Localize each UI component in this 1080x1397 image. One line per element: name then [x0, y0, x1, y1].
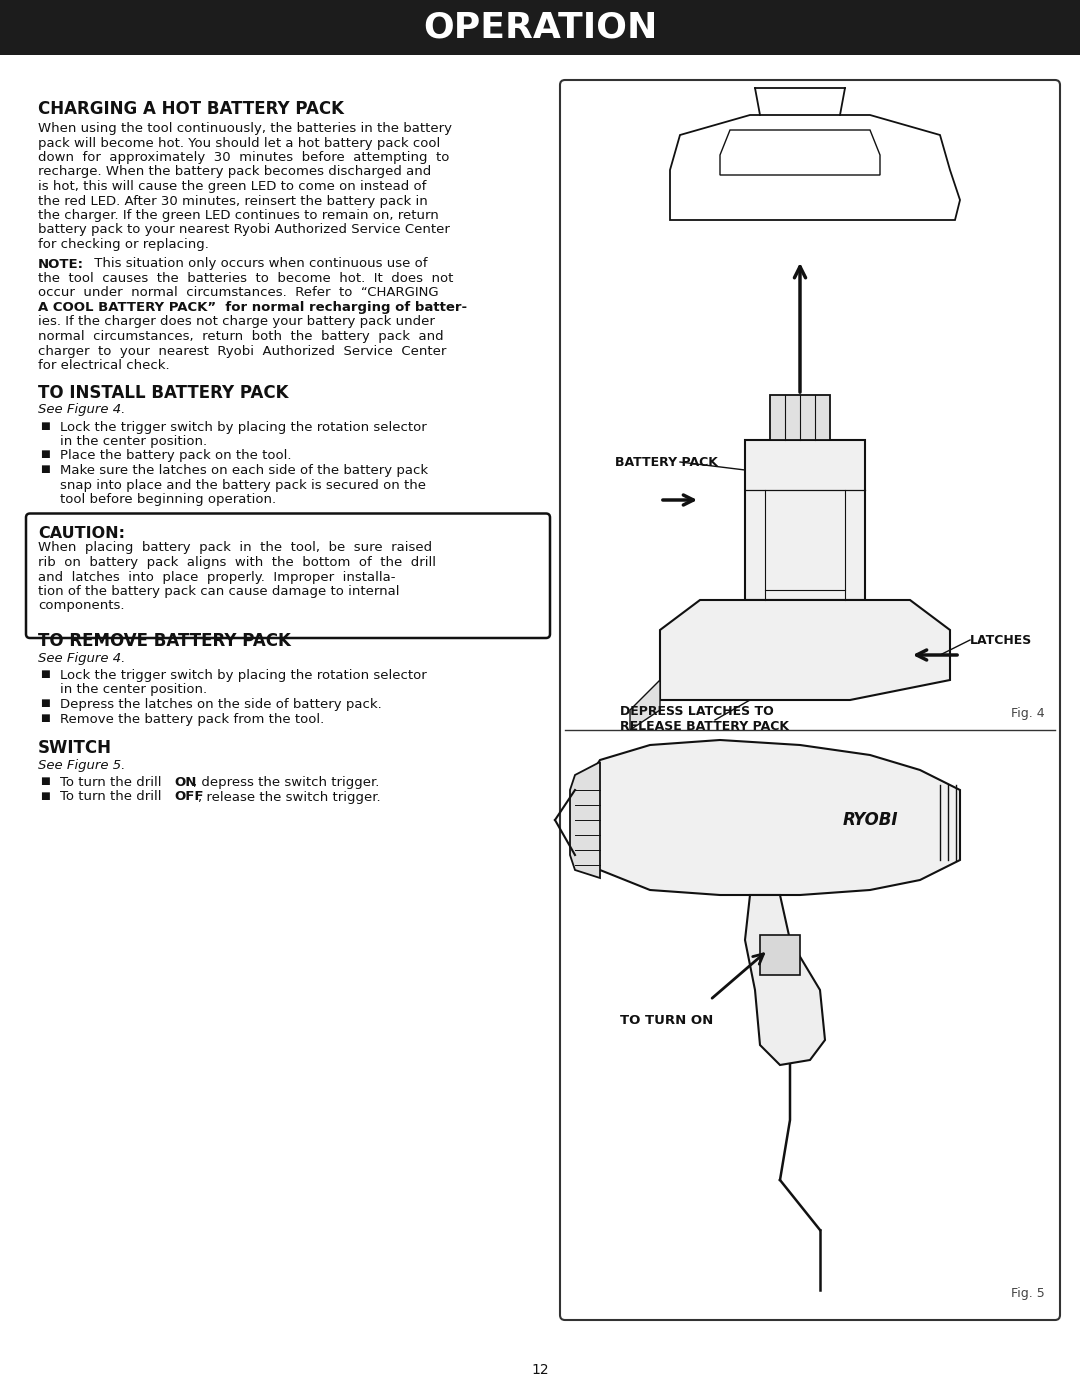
Text: components.: components.: [38, 599, 124, 612]
Text: ON: ON: [174, 775, 197, 789]
Text: DEPRESS LATCHES TO: DEPRESS LATCHES TO: [620, 705, 773, 718]
Polygon shape: [570, 761, 600, 877]
Text: , release the switch trigger.: , release the switch trigger.: [198, 791, 380, 803]
Text: Lock the trigger switch by placing the rotation selector: Lock the trigger switch by placing the r…: [60, 420, 427, 433]
Text: battery pack to your nearest Ryobi Authorized Service Center: battery pack to your nearest Ryobi Autho…: [38, 224, 450, 236]
Text: for electrical check.: for electrical check.: [38, 359, 170, 372]
Text: OPERATION: OPERATION: [422, 11, 658, 45]
Text: for checking or replacing.: for checking or replacing.: [38, 237, 208, 251]
Text: tool before beginning operation.: tool before beginning operation.: [60, 493, 276, 506]
Text: the charger. If the green LED continues to remain on, return: the charger. If the green LED continues …: [38, 210, 438, 222]
Text: ■: ■: [40, 450, 50, 460]
Text: ■: ■: [40, 698, 50, 708]
Text: the  tool  causes  the  batteries  to  become  hot.  It  does  not: the tool causes the batteries to become …: [38, 272, 454, 285]
Text: NOTE:: NOTE:: [38, 257, 84, 271]
Polygon shape: [660, 599, 950, 700]
Text: See Figure 4.: See Figure 4.: [38, 404, 125, 416]
Text: tion of the battery pack can cause damage to internal: tion of the battery pack can cause damag…: [38, 585, 400, 598]
FancyBboxPatch shape: [561, 80, 1059, 1320]
Polygon shape: [630, 680, 660, 731]
Text: ies. If the charger does not charge your battery pack under: ies. If the charger does not charge your…: [38, 316, 435, 328]
Text: See Figure 4.: See Figure 4.: [38, 652, 125, 665]
Text: pack will become hot. You should let a hot battery pack cool: pack will become hot. You should let a h…: [38, 137, 441, 149]
Text: CHARGING A HOT BATTERY PACK: CHARGING A HOT BATTERY PACK: [38, 101, 345, 117]
Bar: [0, 0, 1080, 54]
Text: ■: ■: [40, 420, 50, 430]
Polygon shape: [770, 395, 831, 440]
Text: Fig. 5: Fig. 5: [1011, 1287, 1045, 1301]
Text: TO REMOVE BATTERY PACK: TO REMOVE BATTERY PACK: [38, 631, 291, 650]
Polygon shape: [760, 935, 800, 975]
Text: ■: ■: [40, 775, 50, 787]
Text: LATCHES: LATCHES: [970, 633, 1032, 647]
Text: RELEASE BATTERY PACK: RELEASE BATTERY PACK: [620, 719, 789, 733]
Text: This situation only occurs when continuous use of: This situation only occurs when continuo…: [90, 257, 428, 271]
Text: Place the battery pack on the tool.: Place the battery pack on the tool.: [60, 450, 292, 462]
Text: RYOBI: RYOBI: [842, 812, 897, 828]
Text: occur  under  normal  circumstances.  Refer  to  “CHARGING: occur under normal circumstances. Refer …: [38, 286, 438, 299]
Text: Remove the battery pack from the tool.: Remove the battery pack from the tool.: [60, 712, 324, 725]
Text: ■: ■: [40, 712, 50, 722]
Text: SWITCH: SWITCH: [38, 739, 112, 757]
Text: is hot, this will cause the green LED to come on instead of: is hot, this will cause the green LED to…: [38, 180, 427, 193]
Text: Depress the latches on the side of battery pack.: Depress the latches on the side of batte…: [60, 698, 381, 711]
Text: CAUTION:: CAUTION:: [38, 525, 125, 541]
Text: ■: ■: [40, 464, 50, 474]
Text: snap into place and the battery pack is secured on the: snap into place and the battery pack is …: [60, 479, 426, 492]
Text: charger  to  your  nearest  Ryobi  Authorized  Service  Center: charger to your nearest Ryobi Authorized…: [38, 345, 446, 358]
Text: Fig. 4: Fig. 4: [1011, 707, 1045, 719]
Text: BATTERY PACK: BATTERY PACK: [615, 455, 718, 468]
Text: 12: 12: [531, 1363, 549, 1377]
Text: When using the tool continuously, the batteries in the battery: When using the tool continuously, the ba…: [38, 122, 453, 136]
Text: TO TURN ON: TO TURN ON: [620, 1013, 713, 1027]
Text: the red LED. After 30 minutes, reinsert the battery pack in: the red LED. After 30 minutes, reinsert …: [38, 194, 428, 208]
Text: ■: ■: [40, 791, 50, 800]
Polygon shape: [745, 440, 865, 599]
Text: rib  on  battery  pack  aligns  with  the  bottom  of  the  drill: rib on battery pack aligns with the bott…: [38, 556, 436, 569]
Text: in the center position.: in the center position.: [60, 683, 207, 697]
Text: and  latches  into  place  properly.  Improper  installa-: and latches into place properly. Imprope…: [38, 570, 395, 584]
Text: See Figure 5.: See Figure 5.: [38, 759, 125, 773]
Polygon shape: [745, 895, 825, 1065]
Text: in the center position.: in the center position.: [60, 434, 207, 448]
Text: When  placing  battery  pack  in  the  tool,  be  sure  raised: When placing battery pack in the tool, b…: [38, 542, 432, 555]
Polygon shape: [580, 740, 960, 895]
Text: Make sure the latches on each side of the battery pack: Make sure the latches on each side of th…: [60, 464, 428, 476]
Text: normal  circumstances,  return  both  the  battery  pack  and: normal circumstances, return both the ba…: [38, 330, 444, 344]
Text: To turn the drill: To turn the drill: [60, 775, 165, 789]
Text: down  for  approximately  30  minutes  before  attempting  to: down for approximately 30 minutes before…: [38, 151, 449, 163]
Text: recharge. When the battery pack becomes discharged and: recharge. When the battery pack becomes …: [38, 165, 431, 179]
Text: OFF: OFF: [174, 791, 203, 803]
Text: ■: ■: [40, 669, 50, 679]
Text: , depress the switch trigger.: , depress the switch trigger.: [193, 775, 379, 789]
Text: A COOL BATTERY PACK”  for normal recharging of batter-: A COOL BATTERY PACK” for normal rechargi…: [38, 300, 468, 314]
FancyBboxPatch shape: [26, 514, 550, 638]
Text: To turn the drill: To turn the drill: [60, 791, 165, 803]
Text: TO INSTALL BATTERY PACK: TO INSTALL BATTERY PACK: [38, 384, 288, 401]
Text: Lock the trigger switch by placing the rotation selector: Lock the trigger switch by placing the r…: [60, 669, 427, 682]
